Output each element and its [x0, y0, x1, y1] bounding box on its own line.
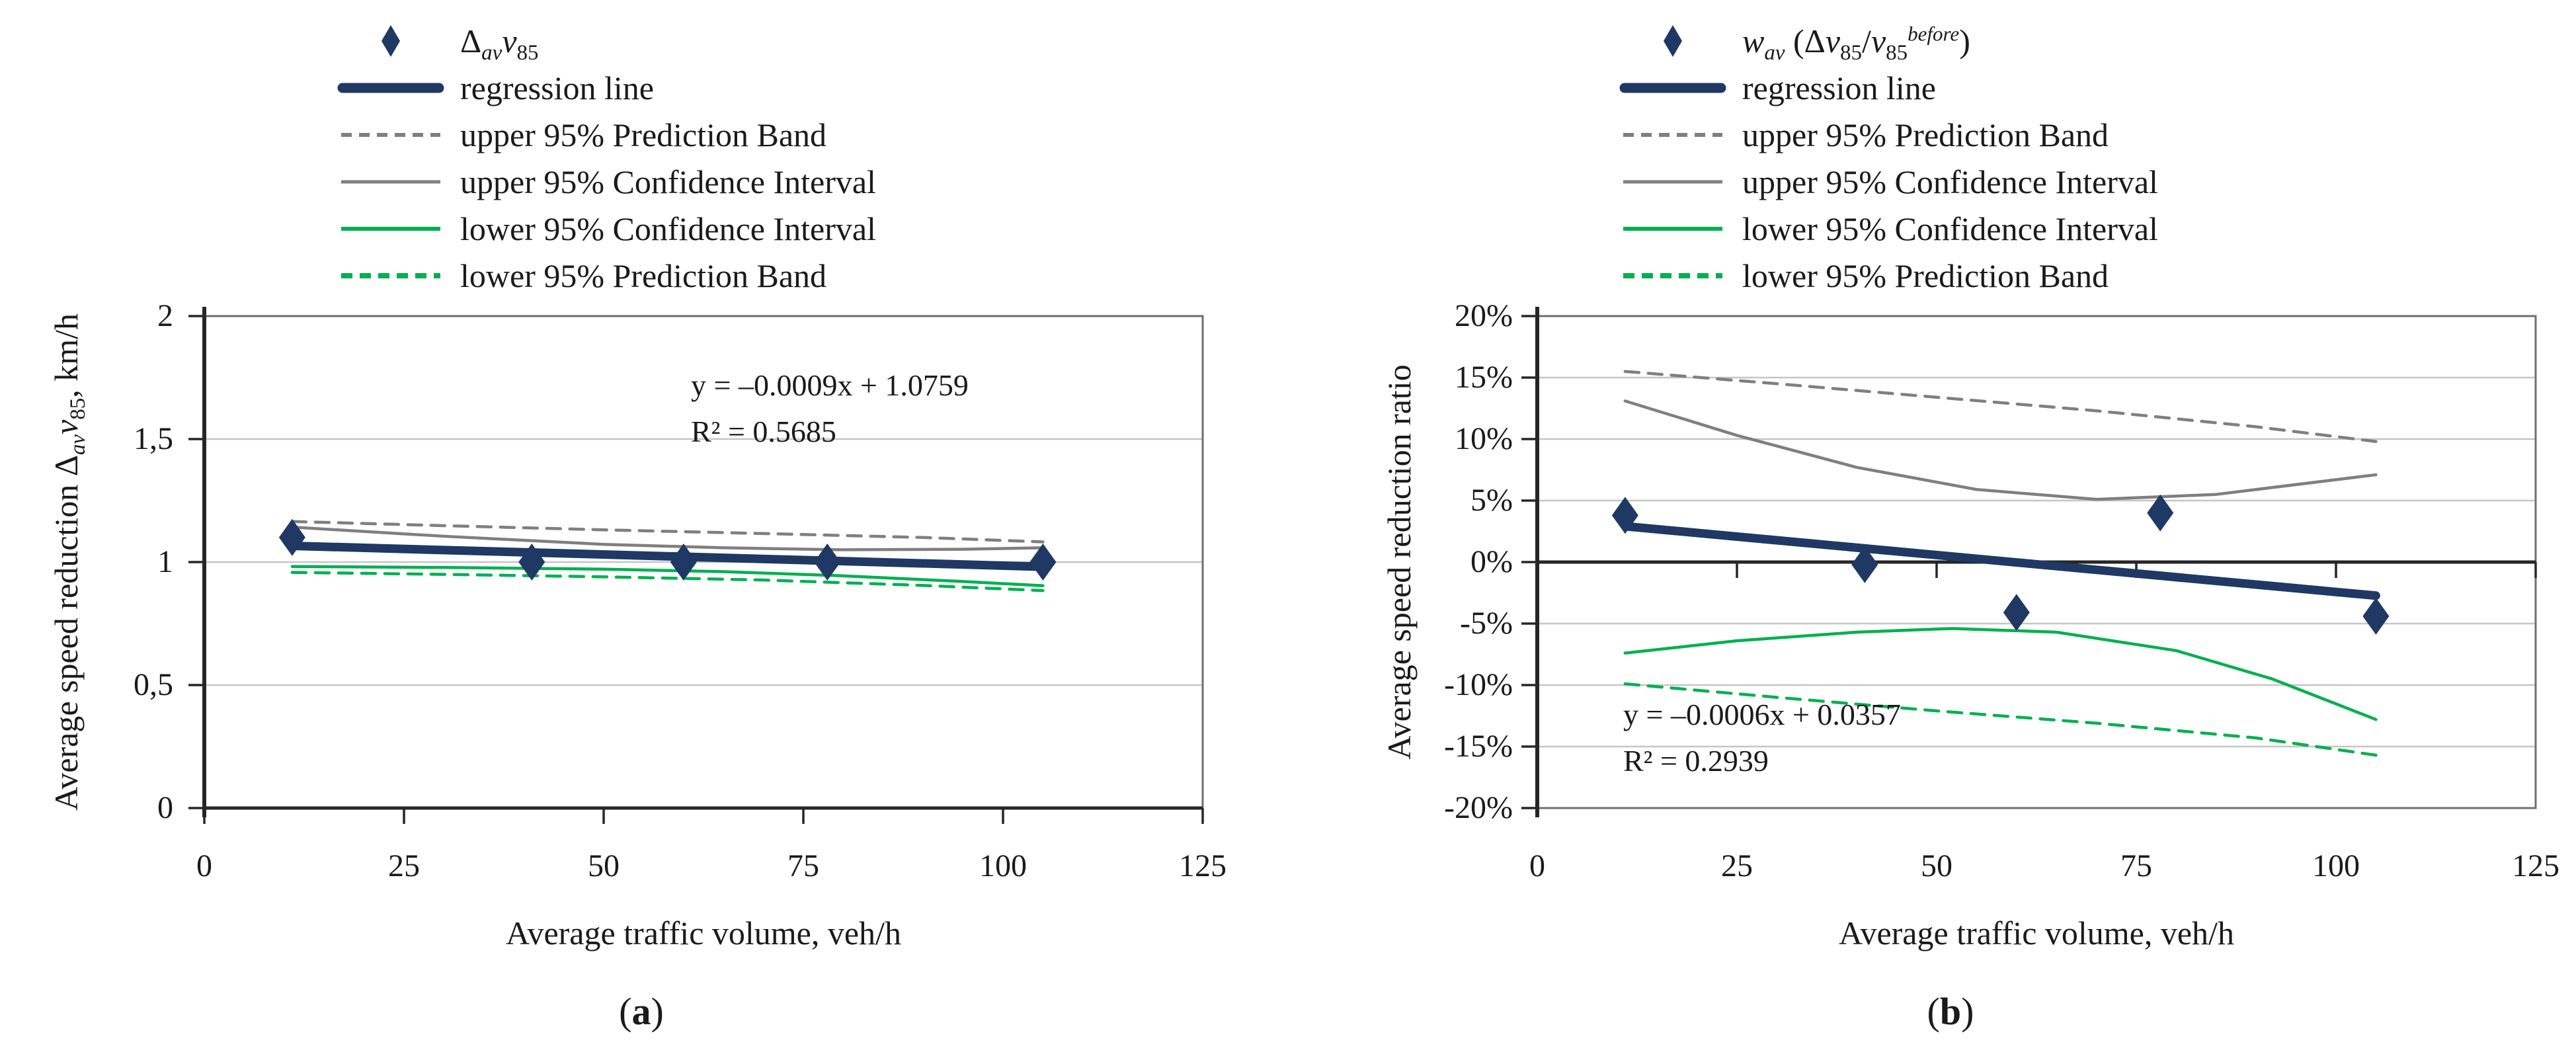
equation-b: y = –0.0006x + 0.0357 R² = 0.2939	[1623, 692, 1901, 784]
r-squared: R² = 0.5685	[691, 415, 836, 448]
legend-label: regression line	[1742, 69, 1936, 106]
legend-item-upper-ci: upper 95% Confidence Interval	[1623, 158, 2158, 205]
solid-gray-line-icon	[1623, 179, 1722, 185]
legend-item-scatter: Δavv85	[341, 17, 876, 64]
regression-line-icon	[337, 82, 444, 94]
y-tick-label: 0	[157, 790, 173, 825]
legend-item-lower-ci: lower 95% Confidence Interval	[341, 205, 876, 252]
legend-label: lower 95% Confidence Interval	[1742, 210, 2158, 247]
solid-green-line-icon	[341, 225, 440, 232]
legend-label: upper 95% Prediction Band	[1742, 116, 2109, 153]
regression-line-icon	[1619, 82, 1726, 94]
r-squared: R² = 0.2939	[1623, 744, 1769, 778]
y-tick-label: 5%	[1470, 483, 1513, 518]
x-tick-label: 100	[2312, 848, 2360, 883]
legend-b: wav (Δv85/v85before) regression line upp…	[1619, 17, 2158, 299]
solid-gray-line-icon	[341, 179, 440, 185]
plot-area-b	[1521, 307, 2537, 817]
dashed-gray-line-icon	[341, 132, 440, 138]
x-tick-label: 0	[196, 848, 212, 883]
y-tick-label: 0,5	[134, 667, 173, 702]
y-tick-label: 20%	[1455, 298, 1513, 333]
x-tick-label: 25	[1721, 848, 1753, 883]
legend-item-upper-pb: upper 95% Prediction Band	[341, 111, 876, 158]
legend-label: upper 95% Confidence Interval	[460, 163, 876, 200]
diamond-marker-icon	[341, 21, 440, 61]
x-tick-label: 50	[588, 848, 620, 883]
legend-label: lower 95% Confidence Interval	[460, 210, 876, 247]
legend-label: regression line	[460, 69, 654, 106]
y-tick-label: 0%	[1470, 544, 1513, 579]
dashed-green-line-icon	[341, 272, 440, 280]
x-tick-label: 100	[979, 848, 1027, 883]
equation-line: y = –0.0009x + 1.0759	[691, 368, 969, 402]
x-tick-label: 0	[1529, 848, 1545, 883]
legend-a: Δavv85 regression line upper 95% Predict…	[337, 17, 876, 299]
y-tick-label: 15%	[1455, 360, 1513, 395]
caption-a: (a)	[619, 990, 664, 1033]
y-tick-label: 1,5	[134, 421, 173, 456]
y-tick-label: -15%	[1444, 729, 1513, 764]
x-tick-label: 50	[1921, 848, 1952, 883]
solid-green-line-icon	[1623, 225, 1722, 232]
y-tick-label: 1	[157, 544, 173, 579]
x-tick-label: 75	[2120, 848, 2152, 883]
x-tick-label: 25	[388, 848, 420, 883]
equation-line: y = –0.0006x + 0.0357	[1623, 698, 1901, 731]
legend-label: wav (Δv85/v85before)	[1742, 21, 1970, 65]
x-axis-title-b: Average traffic volume, veh/h	[1839, 915, 2234, 952]
y-tick-label: -20%	[1444, 790, 1513, 825]
legend-label: lower 95% Prediction Band	[1742, 257, 2109, 294]
y-tick-label: -10%	[1444, 667, 1513, 702]
legend-item-regression: regression line	[1619, 64, 2158, 111]
legend-item-lower-pb: lower 95% Prediction Band	[341, 252, 876, 299]
legend-label: upper 95% Confidence Interval	[1742, 163, 2158, 200]
x-axis-title-a: Average traffic volume, veh/h	[506, 915, 901, 952]
dashed-green-line-icon	[1623, 272, 1722, 280]
legend-label: lower 95% Prediction Band	[460, 257, 827, 294]
legend-item-scatter: wav (Δv85/v85before)	[1623, 17, 2158, 64]
y-axis-title-a: Average speed reduction Δavv85, km/h	[48, 313, 90, 811]
y-tick-label: 10%	[1455, 421, 1513, 456]
x-tick-label: 125	[2512, 848, 2559, 883]
y-axis-title-b: Average speed reduction ratio	[1381, 364, 1418, 760]
legend-item-lower-ci: lower 95% Confidence Interval	[1623, 205, 2158, 252]
legend-label: Δavv85	[460, 22, 539, 65]
legend-item-regression: regression line	[337, 64, 876, 111]
caption-b: (b)	[1927, 990, 1974, 1033]
plot-area-a	[188, 307, 1204, 824]
dashed-gray-line-icon	[1623, 132, 1722, 138]
legend-item-upper-pb: upper 95% Prediction Band	[1623, 111, 2158, 158]
x-tick-label: 75	[787, 848, 819, 883]
legend-item-upper-ci: upper 95% Confidence Interval	[341, 158, 876, 205]
diamond-marker-icon	[1623, 21, 1722, 61]
y-tick-label: 2	[157, 298, 173, 333]
equation-a: y = –0.0009x + 1.0759 R² = 0.5685	[691, 362, 969, 455]
x-tick-label: 125	[1179, 848, 1227, 883]
legend-item-lower-pb: lower 95% Prediction Band	[1623, 252, 2158, 299]
legend-label: upper 95% Prediction Band	[460, 116, 827, 153]
y-tick-label: -5%	[1460, 606, 1513, 641]
